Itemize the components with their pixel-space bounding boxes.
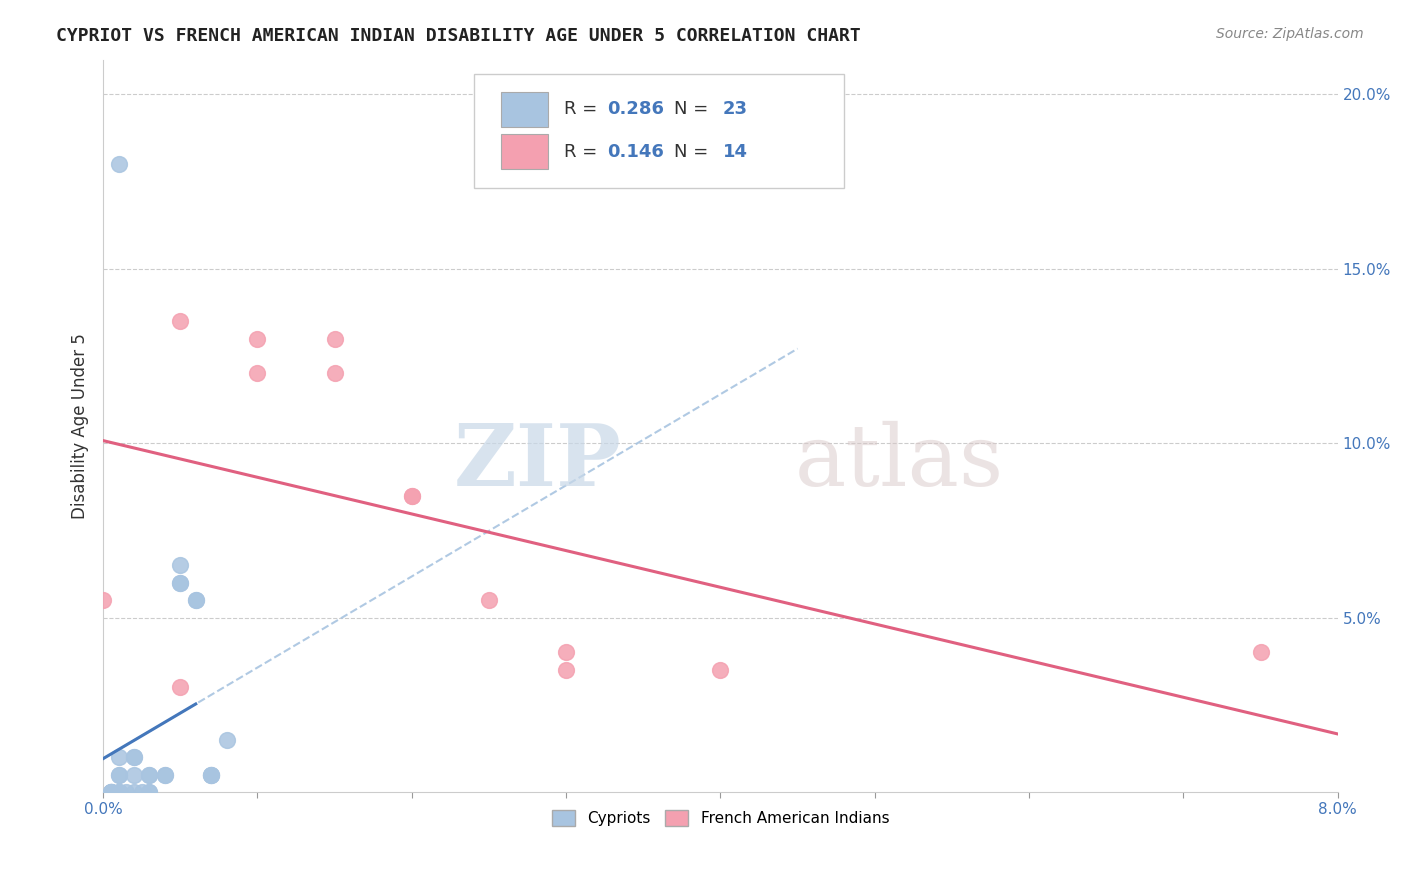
Point [107,767,129,781]
Text: R =: R = [564,143,603,161]
Point [323,367,346,381]
Point [100,785,122,799]
FancyBboxPatch shape [501,135,547,169]
Point [107,785,129,799]
Point [153,767,176,781]
Point [122,785,145,799]
Point [115,785,138,799]
Point [122,750,145,764]
Point [401,489,423,503]
Point [107,785,129,799]
Point [184,593,207,607]
Point [131,785,153,799]
Point [478,593,501,607]
Point [153,767,176,781]
Point [200,767,222,781]
Point [138,767,160,781]
Text: R =: R = [564,101,603,119]
Point [107,767,129,781]
Point [215,732,238,747]
Text: CYPRIOT VS FRENCH AMERICAN INDIAN DISABILITY AGE UNDER 5 CORRELATION CHART: CYPRIOT VS FRENCH AMERICAN INDIAN DISABI… [56,27,860,45]
Point [169,681,191,695]
Point [709,663,731,677]
Point [555,645,578,659]
Point [100,785,122,799]
Point [246,367,269,381]
Point [200,767,222,781]
Point [323,332,346,346]
Point [138,785,160,799]
Point [184,593,207,607]
Text: N =: N = [673,143,713,161]
Point [246,332,269,346]
Point [122,767,145,781]
Text: 23: 23 [723,101,748,119]
FancyBboxPatch shape [501,92,547,127]
Point [138,785,160,799]
Point [138,767,160,781]
Point [401,489,423,503]
Text: 0.146: 0.146 [607,143,664,161]
Point [100,785,122,799]
Text: 14: 14 [723,143,748,161]
Text: Source: ZipAtlas.com: Source: ZipAtlas.com [1216,27,1364,41]
FancyBboxPatch shape [474,74,844,187]
Point [169,314,191,328]
Point [1250,645,1272,659]
Point [100,785,122,799]
Point [100,785,122,799]
Point [169,575,191,590]
Point [169,558,191,573]
Point [169,575,191,590]
Point [555,663,578,677]
Text: 0.286: 0.286 [607,101,664,119]
Text: ZIP: ZIP [454,420,621,504]
Point [91,593,114,607]
Text: atlas: atlas [794,421,1004,504]
Text: N =: N = [673,101,713,119]
Point [122,750,145,764]
Legend: Cypriots, French American Indians: Cypriots, French American Indians [543,801,898,836]
Point [107,157,129,171]
Point [107,785,129,799]
Point [107,750,129,764]
Point [200,767,222,781]
Y-axis label: Disability Age Under 5: Disability Age Under 5 [72,333,89,519]
